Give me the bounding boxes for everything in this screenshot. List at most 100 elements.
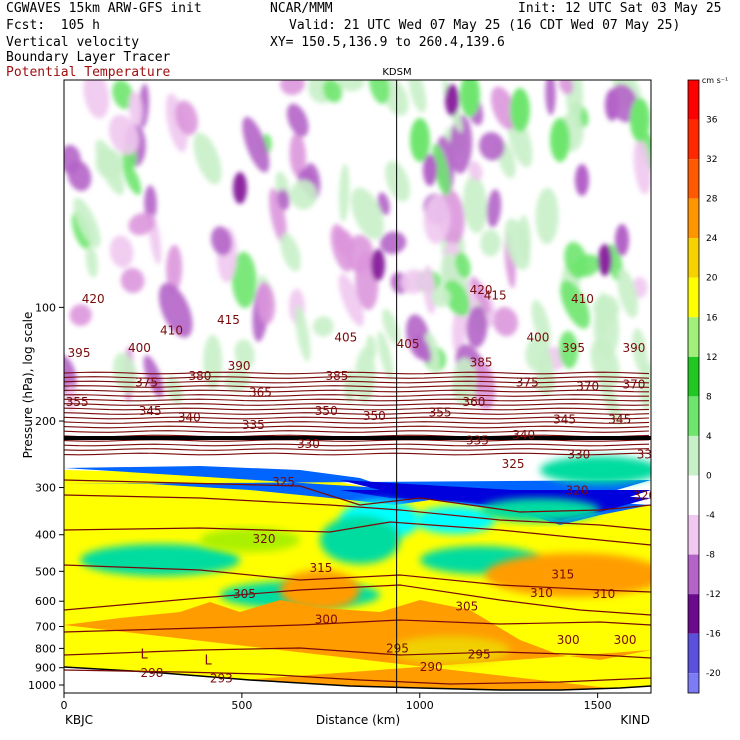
vertical-velocity-cell	[632, 328, 648, 374]
vertical-velocity-cell	[165, 93, 188, 153]
theta-contour-label: 420	[82, 292, 105, 306]
theta-label-text: 335	[242, 418, 265, 432]
vertical-velocity-core	[233, 172, 247, 204]
theta-contour-label: 385	[470, 356, 493, 370]
theta-contour-label: 315	[309, 561, 332, 575]
colorbar-tick-label: -20	[706, 669, 721, 679]
theta-label-text: 405	[397, 337, 420, 351]
vertical-velocity-cell	[128, 91, 143, 126]
theta-contour-line	[64, 584, 651, 616]
vertical-velocity-cell	[337, 80, 365, 92]
colorbar-tick-label: 0	[706, 471, 712, 481]
theta-contour-line	[64, 669, 651, 685]
theta-label-text: 325	[272, 475, 295, 489]
vertical-velocity-cell	[289, 132, 307, 178]
y-tick-label: 1000	[28, 679, 56, 692]
theta-contour-label: 330	[637, 447, 660, 461]
vertical-velocity-cell	[234, 339, 255, 369]
vertical-velocity-cell	[424, 332, 440, 374]
theta-contour-line	[64, 407, 650, 411]
y-axis-label: Pressure (hPa), log scale	[21, 312, 35, 459]
theta-label-text: 315	[551, 568, 574, 582]
theta-contour-label: 395	[68, 346, 91, 360]
theta-contour-label: 345	[608, 412, 631, 426]
forecast-hour: Fcst: 105 h	[6, 18, 100, 33]
theta-contour-line	[64, 443, 650, 447]
vertical-velocity-cell	[269, 188, 287, 244]
vertical-velocity-cell	[322, 80, 343, 103]
theta-label-text: 385	[470, 356, 493, 370]
tracer-patch	[540, 456, 651, 484]
plot-frame	[63, 79, 652, 694]
theta-contour-label: 385	[325, 369, 348, 383]
vertical-velocity-cell	[423, 195, 451, 244]
theta-contour-label: 300	[315, 612, 338, 626]
theta-contour-line	[64, 425, 650, 429]
theta-contour-label: 305	[233, 587, 256, 601]
vertical-velocity-cell	[354, 347, 376, 404]
vertical-velocity-cell	[193, 132, 222, 185]
theta-label-text: 420	[470, 283, 493, 297]
theta-contour-label: 405	[397, 337, 420, 351]
theta-label-text: 385	[325, 369, 348, 383]
theta-label-text: 345	[553, 412, 576, 426]
vertical-velocity-core	[550, 118, 570, 162]
theta-label-text: 340	[512, 428, 535, 442]
theta-label-text: 375	[135, 375, 158, 389]
theta-contour-label: 350	[363, 409, 386, 423]
y-tick-label: 400	[35, 529, 56, 542]
theta-contour-label: 415	[217, 313, 240, 327]
theta-label-text: 330	[637, 447, 660, 461]
vertical-velocity-cell	[280, 80, 305, 95]
theta-label-text: 410	[160, 323, 183, 337]
vertical-velocity-cell	[295, 305, 311, 362]
vertical-velocity-field	[64, 80, 651, 426]
theta-label-text: 298	[140, 666, 163, 680]
colorbar-band	[688, 396, 699, 436]
theta-label-text: 420	[82, 292, 105, 306]
vertical-velocity-cell	[531, 299, 551, 347]
vertical-velocity-cell	[377, 331, 394, 380]
theta-contour-label: 400	[526, 330, 549, 344]
colorbar-tick-label: 24	[706, 234, 718, 244]
vertical-velocity-cell	[452, 357, 477, 406]
vertical-velocity-cell	[455, 252, 471, 279]
theta-contour-line	[64, 416, 650, 420]
y-tick-label: 100	[35, 301, 56, 314]
theta-contour-label: 298	[140, 666, 163, 680]
right-endpoint-label: KIND	[620, 713, 650, 727]
vertical-velocity-cell	[122, 161, 142, 196]
theta-label-text: 415	[217, 313, 240, 327]
tracer-patch	[200, 528, 300, 552]
x-tick-label: 0	[61, 699, 68, 712]
y-tick-label: 300	[35, 482, 56, 495]
theta-contour-line	[64, 494, 651, 531]
colorbar-band	[688, 673, 699, 693]
init-time: Init: 12 UTC Sat 03 May 25	[518, 1, 722, 16]
vertical-velocity-cell	[633, 138, 651, 195]
vertical-velocity-cell	[231, 251, 257, 309]
theta-contour-label: 345	[553, 412, 576, 426]
theta-contour-label: 350	[315, 404, 338, 418]
vertical-velocity-cell	[468, 160, 483, 181]
y-tick-label: 800	[35, 642, 56, 655]
theta-contour-label: 335	[466, 433, 489, 447]
x-axis-label: Distance (km)	[316, 713, 400, 727]
left-endpoint-label: KBJC	[65, 713, 93, 727]
theta-contour-label: 320	[633, 489, 651, 503]
theta-label-text: 355	[429, 406, 452, 420]
vertical-velocity-cell	[365, 335, 377, 360]
theta-label-text: 350	[363, 409, 386, 423]
theta-contour-line	[64, 389, 650, 393]
vertical-velocity-cell	[382, 308, 401, 345]
vertical-velocity-core	[615, 224, 629, 256]
vertical-velocity-core	[605, 89, 619, 121]
theta-contour-label: 370	[623, 377, 646, 391]
vertical-velocity-cell	[558, 80, 574, 95]
tracer-patch	[80, 544, 240, 576]
x-tick-label: 1500	[584, 699, 612, 712]
field-potential-temperature: Potential Temperature	[6, 65, 171, 80]
theta-label-text: 395	[68, 346, 91, 360]
vertical-velocity-core	[630, 98, 650, 142]
